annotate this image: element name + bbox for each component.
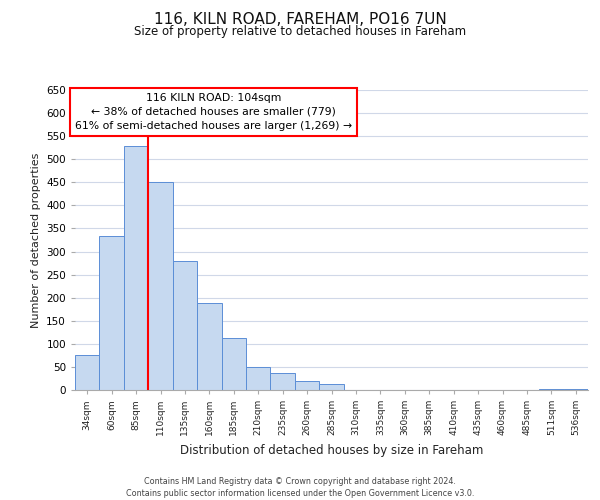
Bar: [75, 356, 100, 390]
Bar: [173, 261, 197, 390]
Bar: [319, 384, 344, 390]
Y-axis label: Number of detached properties: Number of detached properties: [31, 152, 41, 328]
Bar: [246, 367, 271, 390]
Bar: [124, 146, 148, 390]
Bar: [221, 338, 246, 390]
Bar: [271, 373, 295, 390]
Bar: [295, 381, 319, 390]
Bar: [563, 389, 588, 390]
Text: 116 KILN ROAD: 104sqm
← 38% of detached houses are smaller (779)
61% of semi-det: 116 KILN ROAD: 104sqm ← 38% of detached …: [75, 93, 352, 131]
Bar: [539, 389, 563, 390]
Text: Contains HM Land Registry data © Crown copyright and database right 2024.
Contai: Contains HM Land Registry data © Crown c…: [126, 476, 474, 498]
Text: 116, KILN ROAD, FAREHAM, PO16 7UN: 116, KILN ROAD, FAREHAM, PO16 7UN: [154, 12, 446, 28]
Bar: [100, 236, 124, 390]
Text: Size of property relative to detached houses in Fareham: Size of property relative to detached ho…: [134, 25, 466, 38]
Bar: [197, 303, 221, 390]
Bar: [148, 182, 173, 390]
X-axis label: Distribution of detached houses by size in Fareham: Distribution of detached houses by size …: [180, 444, 483, 456]
